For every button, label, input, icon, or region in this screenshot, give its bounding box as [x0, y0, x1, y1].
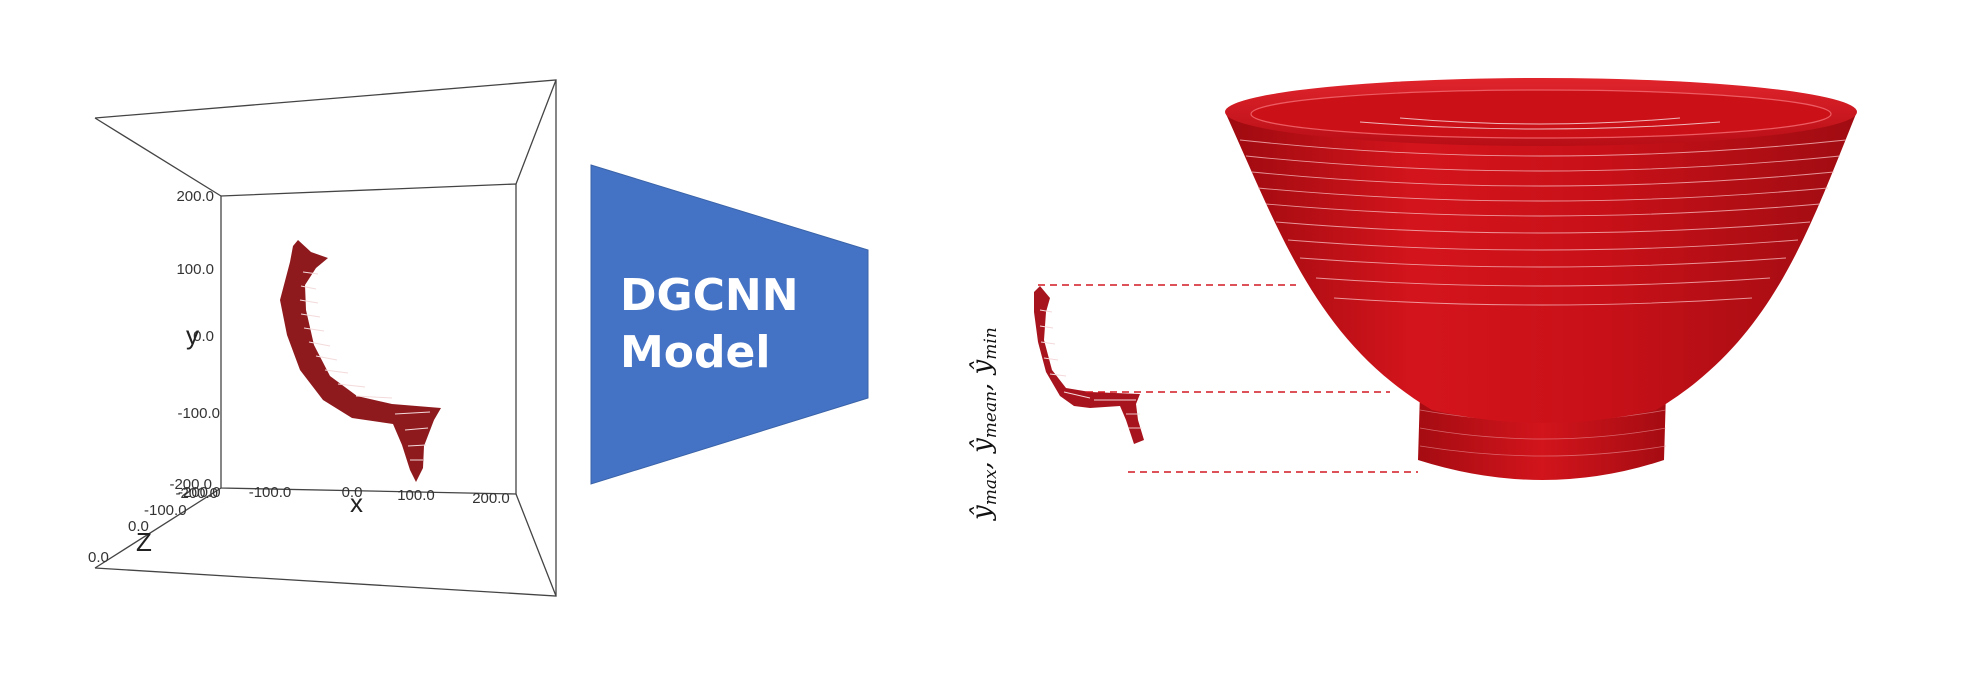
tick-label-y: -200.0	[169, 476, 212, 493]
tick-label-x: 0.0	[342, 484, 363, 501]
dgcnn-model-block: DGCNN Model	[590, 164, 869, 485]
x-axis-ticks: -200.0 -100.0 0.0 100.0 200.0	[175, 484, 509, 507]
formula-hat-y: , ŷ	[967, 438, 997, 470]
model-trapezoid	[590, 164, 869, 485]
model-title-line2: Model	[620, 327, 770, 378]
formula-sub-max: max	[981, 469, 1001, 505]
axis-label-z: Z	[136, 527, 152, 557]
tick-label-x: 100.0	[397, 487, 435, 504]
tick-label-x: -200.0	[175, 485, 218, 502]
formula-hat-y: ŷ	[967, 505, 997, 521]
tick-label-x: -100.0	[249, 484, 292, 501]
tick-label-y: -100.0	[177, 405, 220, 422]
axis-label-y: y	[186, 320, 199, 350]
bowl-inner-rim	[1250, 89, 1832, 139]
3d-plot: 200.0 100.0 0.0 -100.0 -200.0 y -200.0 -…	[88, 79, 557, 597]
tick-label-z: 0.0	[88, 549, 109, 566]
tick-label-z: -100.0	[144, 502, 187, 519]
tick-label-z: 0.0	[128, 518, 149, 535]
tick-label-x: 200.0	[472, 490, 510, 507]
correspondence-dashes	[1038, 284, 1418, 473]
tick-label-z: -200.0	[178, 484, 221, 501]
formula-sub-mean: mean	[981, 391, 1001, 438]
output-profile	[1034, 286, 1144, 444]
axis-label-x: x	[350, 488, 363, 518]
reconstructed-bowl	[1225, 78, 1857, 480]
model-title-line1: DGCNN	[620, 270, 799, 321]
tick-label-y: 100.0	[176, 261, 214, 278]
tick-label-y: 0.0	[193, 328, 214, 345]
y-axis-ticks: 200.0 100.0 0.0 -100.0 -200.0	[169, 188, 220, 493]
bowl-texture-lines	[1239, 139, 1847, 306]
bowl-body	[1226, 114, 1856, 423]
formula-sub-min: min	[981, 327, 1001, 360]
formula-hat-y: , ŷ	[967, 359, 997, 391]
z-axis-ticks: -200.0 -100.0 0.0 0.0	[88, 484, 221, 566]
bowl-inner-texture	[1359, 117, 1721, 130]
tick-label-y: 200.0	[176, 188, 214, 205]
plot-box-lines	[94, 79, 557, 597]
input-point-cloud-profile	[280, 240, 441, 482]
output-formula: ŷmax, ŷmean, ŷmin	[967, 327, 1001, 521]
